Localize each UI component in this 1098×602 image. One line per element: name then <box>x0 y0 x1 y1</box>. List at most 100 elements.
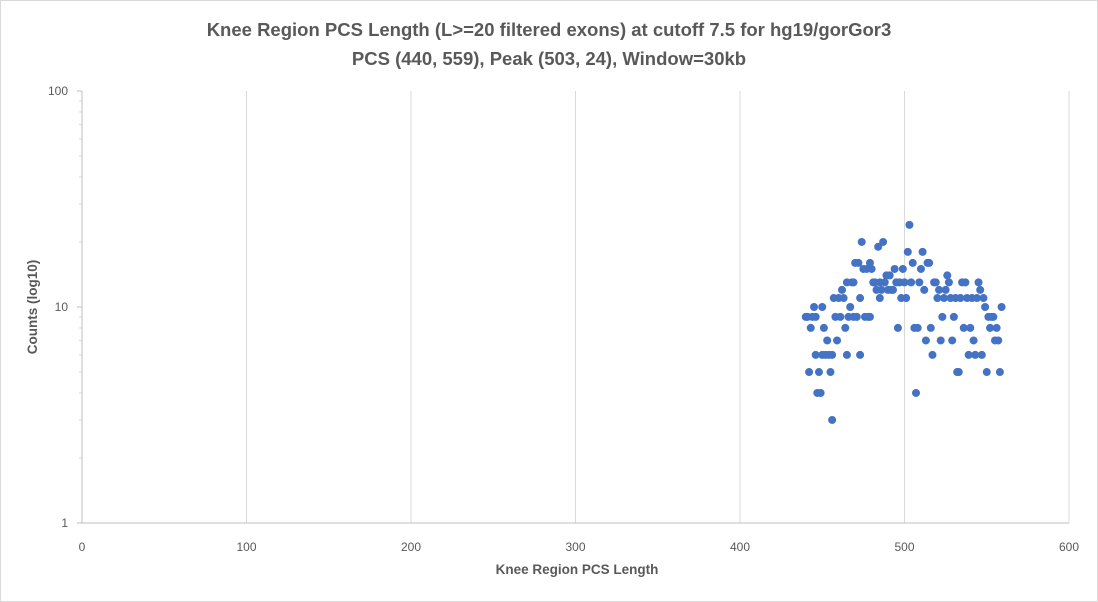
data-point <box>986 323 995 332</box>
data-point <box>893 323 902 332</box>
data-point <box>823 336 832 345</box>
data-point <box>856 294 865 303</box>
data-point <box>925 258 934 267</box>
data-point <box>954 368 963 377</box>
data-point <box>936 336 945 345</box>
data-point <box>811 350 820 359</box>
data-point <box>992 323 1001 332</box>
data-point <box>898 264 907 273</box>
data-point <box>961 278 970 287</box>
data-point <box>997 303 1006 311</box>
data-point <box>903 247 912 256</box>
data-point <box>931 278 940 287</box>
data-point <box>915 278 924 287</box>
data-point <box>856 350 865 359</box>
axes <box>77 90 1069 524</box>
data-point <box>816 388 825 397</box>
data-point <box>938 312 947 321</box>
data-point <box>926 323 935 332</box>
data-point <box>971 350 980 359</box>
chart-title: Knee Region PCS Length (L>=20 filtered e… <box>206 19 892 40</box>
data-point <box>826 368 835 377</box>
data-point <box>943 271 952 280</box>
data-point <box>805 368 814 377</box>
data-point <box>902 294 911 303</box>
data-point <box>977 350 986 359</box>
data-point <box>819 323 828 332</box>
data-point <box>918 247 927 256</box>
data-point <box>944 278 953 287</box>
y-tick-label: 10 <box>55 300 69 314</box>
data-point <box>888 285 897 294</box>
data-point <box>806 323 815 332</box>
data-point <box>964 350 973 359</box>
data-point <box>916 264 925 273</box>
y-axis-label: Counts (log10) <box>25 260 40 355</box>
x-axis-label: Knee Region PCS Length <box>496 562 659 577</box>
data-point <box>865 312 874 321</box>
x-tick-label: 100 <box>236 540 256 554</box>
x-tick-label: 500 <box>894 540 914 554</box>
data-point <box>836 312 845 321</box>
data-point <box>974 278 983 287</box>
data-point <box>969 336 978 345</box>
data-point <box>939 294 948 303</box>
data-point <box>811 312 820 321</box>
data-point <box>994 336 1003 345</box>
data-point <box>966 323 975 332</box>
data-point <box>875 294 884 303</box>
data-point <box>839 294 848 303</box>
data-point <box>941 285 950 294</box>
data-point <box>842 350 851 359</box>
data-point <box>833 336 842 345</box>
data-point <box>907 278 916 287</box>
data-point <box>982 368 991 377</box>
data-point <box>981 303 990 311</box>
data-point <box>828 415 837 424</box>
data-point <box>920 285 929 294</box>
tick-labels: 0 100 200 300 400 500 600 1 10 100 <box>48 84 1079 554</box>
data-point <box>900 278 909 287</box>
data-point <box>908 258 917 267</box>
data-point <box>867 264 876 273</box>
data-point <box>921 336 930 345</box>
data-point <box>913 323 922 332</box>
y-tick-label: 1 <box>61 516 68 530</box>
data-point <box>933 294 942 303</box>
data-point <box>846 303 855 311</box>
data-point <box>928 350 937 359</box>
data-point <box>912 388 921 397</box>
data-point <box>885 271 894 280</box>
data-point <box>989 312 998 321</box>
data-point <box>837 285 846 294</box>
data-point <box>818 303 827 311</box>
data-point <box>880 278 889 287</box>
data-point <box>810 303 819 311</box>
x-tick-label: 400 <box>730 540 750 554</box>
data-point <box>852 312 861 321</box>
data-point <box>979 294 988 303</box>
data-point <box>905 220 914 229</box>
data-point <box>949 312 958 321</box>
data-point <box>828 350 837 359</box>
data-points <box>801 220 1006 424</box>
data-point <box>948 336 957 345</box>
x-tick-label: 300 <box>565 540 585 554</box>
data-point <box>857 237 866 246</box>
data-point <box>854 258 863 267</box>
data-point <box>956 294 965 303</box>
data-point <box>879 237 888 246</box>
x-tick-label: 0 <box>79 540 86 554</box>
data-point <box>890 264 899 273</box>
y-tick-label: 100 <box>48 84 68 98</box>
data-point <box>995 368 1004 377</box>
data-point <box>972 294 981 303</box>
gridlines <box>246 91 1070 523</box>
data-point <box>865 258 874 267</box>
data-point <box>976 285 985 294</box>
data-point <box>874 242 883 251</box>
data-point <box>935 285 944 294</box>
chart-subtitle: PCS (440, 559), Peak (503, 24), Window=3… <box>351 48 747 69</box>
x-tick-label: 200 <box>401 540 421 554</box>
